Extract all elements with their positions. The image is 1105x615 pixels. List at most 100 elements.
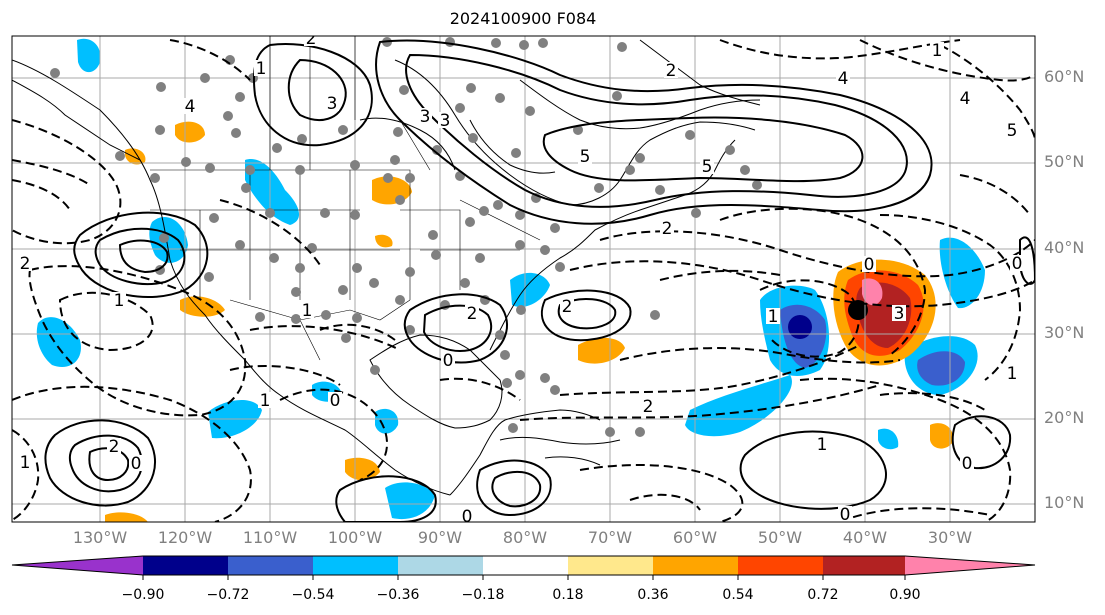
negative-anomaly-area bbox=[77, 38, 101, 73]
positive-anomaly-area bbox=[125, 148, 146, 165]
colorbar-tick: −0.36 bbox=[376, 587, 420, 603]
contour-label: 1 bbox=[256, 59, 267, 79]
positive-anomaly-core bbox=[848, 300, 868, 320]
contour-label: 4 bbox=[960, 89, 971, 109]
colorbar-extend-high bbox=[905, 556, 1035, 575]
colorbar-segment bbox=[228, 556, 313, 575]
negative-anomaly-area bbox=[510, 272, 550, 308]
contour-label: 0 bbox=[462, 507, 473, 527]
colorbar-tick: 0.18 bbox=[552, 587, 584, 603]
colorbar-tick: 0.90 bbox=[889, 587, 921, 603]
contour-label: 2 bbox=[467, 304, 478, 324]
contour-label: 0 bbox=[330, 391, 341, 411]
colorbar-tick: −0.54 bbox=[291, 587, 335, 603]
contour-label: 3 bbox=[440, 111, 451, 131]
lat-label: 10°N bbox=[1044, 493, 1085, 512]
lon-label: 50°W bbox=[757, 528, 803, 547]
contour-label: 4 bbox=[838, 69, 849, 89]
contour-label: 4 bbox=[185, 97, 196, 117]
colorbar-segment bbox=[738, 556, 823, 575]
state-borders bbox=[150, 36, 541, 361]
colorbar-tick: 0.54 bbox=[722, 587, 754, 603]
contour-label: 5 bbox=[580, 147, 591, 167]
contour-label-boxes bbox=[18, 36, 1024, 522]
contour-label: 0 bbox=[131, 454, 142, 474]
map-title: 2024100900 F084 bbox=[449, 9, 597, 28]
colorbar-extend-low bbox=[12, 556, 143, 575]
observation-stations bbox=[50, 37, 762, 437]
lon-label: 110°W bbox=[242, 528, 298, 547]
lat-label: 30°N bbox=[1044, 323, 1085, 342]
contour-label: 0 bbox=[443, 351, 454, 371]
contour-label: 0 bbox=[840, 505, 851, 525]
colorbar-tick: −0.18 bbox=[461, 587, 505, 603]
colorbar-segment bbox=[483, 556, 568, 575]
contour-label: 2 bbox=[662, 219, 673, 239]
negative-anomaly-area bbox=[36, 317, 81, 368]
coastlines bbox=[12, 39, 761, 496]
map-frame bbox=[11, 35, 1036, 523]
contour-label: 1 bbox=[817, 435, 828, 455]
negative-anomaly-core bbox=[788, 315, 812, 339]
positive-anomaly-area bbox=[578, 337, 625, 364]
negative-anomaly-area bbox=[149, 216, 188, 263]
negative-anomaly-area bbox=[878, 428, 899, 450]
lon-label: 40°W bbox=[842, 528, 888, 547]
lon-label: 120°W bbox=[157, 528, 213, 547]
contour-labels: 2 3 4 5 5 3 2 2 1 2 0 1 2 2 0 1 1 0 0 2 … bbox=[20, 29, 1023, 527]
contour-label: 1 bbox=[302, 301, 313, 321]
colorbar-segment bbox=[653, 556, 738, 575]
contour-label: 5 bbox=[702, 157, 713, 177]
contour-label: 2 bbox=[20, 254, 31, 274]
negative-anomaly-area bbox=[245, 159, 300, 225]
contour-label: 2 bbox=[666, 61, 677, 81]
contour-label: 2 bbox=[306, 29, 317, 49]
contour-label: 1 bbox=[932, 41, 943, 61]
positive-anomaly-area bbox=[862, 278, 883, 306]
contour-label: 5 bbox=[1007, 121, 1018, 141]
contour-label: 0 bbox=[962, 454, 973, 474]
contour-label: 3 bbox=[894, 304, 905, 324]
contour-label: 1 bbox=[768, 307, 779, 327]
colorbar-segment bbox=[398, 556, 483, 575]
contour-label: 1 bbox=[114, 291, 125, 311]
contour-label: 3 bbox=[327, 94, 338, 114]
negative-anomaly-area bbox=[385, 482, 435, 520]
colorbar-segment bbox=[313, 556, 398, 575]
negative-anomaly-area bbox=[375, 408, 399, 434]
lon-label: 60°W bbox=[672, 528, 718, 547]
colorbar-tick: 0.36 bbox=[637, 587, 669, 603]
colorbar bbox=[11, 555, 1036, 580]
lon-label: 100°W bbox=[327, 528, 383, 547]
contour-label: 0 bbox=[1012, 254, 1023, 274]
positive-anomaly-area bbox=[930, 423, 954, 449]
contour-label: 1 bbox=[260, 391, 271, 411]
negative-anomaly-area bbox=[917, 351, 965, 386]
lat-label: 20°N bbox=[1044, 408, 1085, 427]
colorbar-segment bbox=[823, 556, 905, 575]
lon-label: 90°W bbox=[417, 528, 463, 547]
negative-contours bbox=[12, 39, 1035, 522]
contour-label: 2 bbox=[109, 437, 120, 457]
colorbar-tick: −0.72 bbox=[206, 587, 250, 603]
lon-label: 70°W bbox=[587, 528, 633, 547]
positive-anomaly-area bbox=[105, 512, 148, 522]
lat-label: 40°N bbox=[1044, 238, 1085, 257]
contour-label: 2 bbox=[562, 297, 573, 317]
colorbar-segment bbox=[143, 556, 228, 575]
lon-label: 30°W bbox=[927, 528, 973, 547]
positive-anomaly-area bbox=[180, 296, 225, 317]
lon-label: 80°W bbox=[502, 528, 548, 547]
contour-label: 2 bbox=[643, 397, 654, 417]
positive-anomaly-area bbox=[175, 121, 205, 143]
positive-anomaly-area bbox=[375, 234, 393, 248]
contour-label: 0 bbox=[864, 255, 875, 275]
negative-anomaly-area bbox=[685, 375, 792, 437]
lon-label: 130°W bbox=[72, 528, 128, 547]
contour-label: 1 bbox=[20, 453, 31, 473]
colorbar-segment bbox=[568, 556, 653, 575]
lat-label: 60°N bbox=[1044, 67, 1085, 86]
lat-label: 50°N bbox=[1044, 152, 1085, 171]
contour-label: 1 bbox=[1007, 364, 1018, 384]
